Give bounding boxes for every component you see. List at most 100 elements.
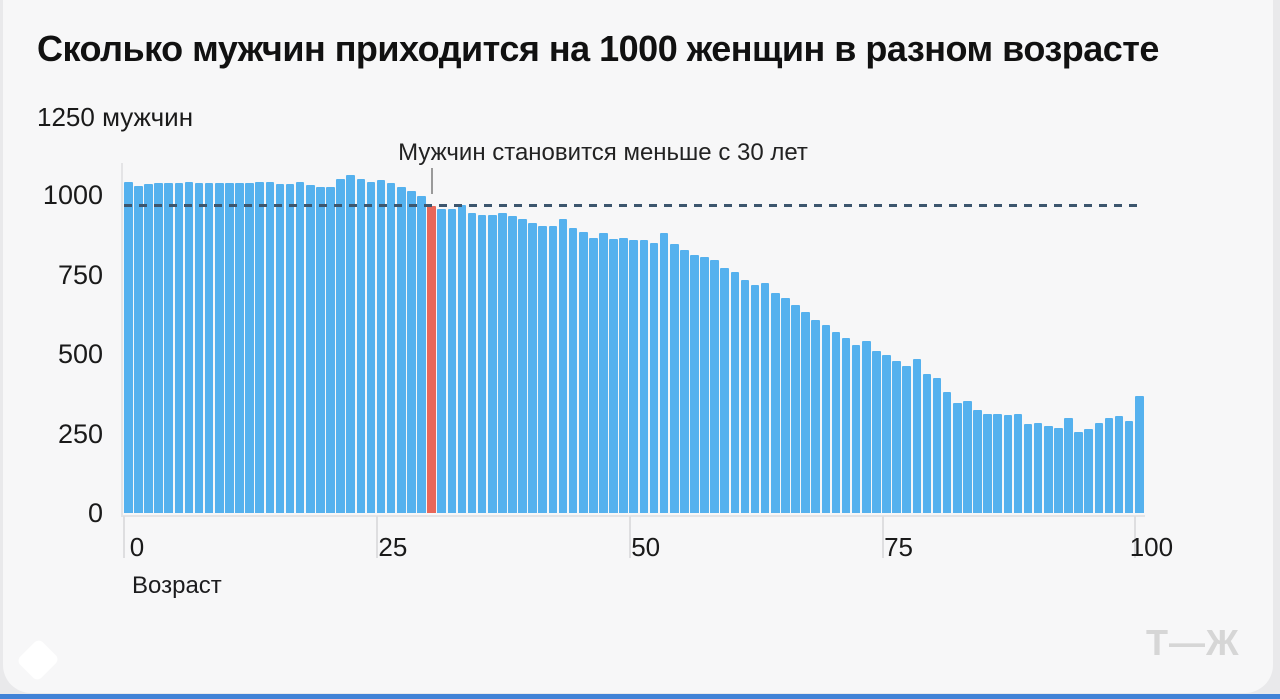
y-tick-1000: 1000 — [42, 180, 103, 210]
bar-age-80 — [932, 377, 942, 513]
bar-age-96 — [1094, 422, 1104, 513]
bar-age-15 — [275, 184, 285, 513]
bar-age-37 — [498, 213, 507, 513]
bar-series — [124, 161, 1144, 513]
bar-age-90 — [1033, 423, 1043, 513]
bar-age-23 — [356, 178, 366, 513]
bar-age-77 — [902, 366, 912, 513]
bar-age-21 — [336, 178, 345, 513]
y-axis-unit-label: 1250 мужчин — [37, 102, 194, 132]
bar-age-19 — [316, 186, 325, 513]
bar-age-3 — [154, 182, 163, 513]
bottom-progress-strip — [0, 694, 1280, 699]
bar-age-1 — [134, 186, 143, 513]
bar-age-62 — [750, 285, 760, 513]
bar-age-10 — [225, 182, 234, 513]
bar-age-72 — [851, 345, 861, 513]
bar-age-86 — [993, 414, 1002, 513]
annotation-pointer-line — [431, 168, 433, 194]
bar-age-20 — [326, 186, 335, 513]
bar-age-87 — [1003, 415, 1013, 513]
bar-age-59 — [720, 267, 730, 513]
bar-age-7 — [194, 182, 204, 513]
bar-age-32 — [447, 209, 457, 513]
bar-age-70 — [831, 331, 841, 513]
bar-age-39 — [518, 218, 527, 513]
diamond-watermark-icon — [16, 638, 60, 682]
bar-age-69 — [821, 325, 831, 513]
bar-age-31 — [437, 209, 446, 513]
bar-age-46 — [589, 237, 598, 513]
bar-age-30 — [427, 206, 436, 513]
bar-age-33 — [457, 204, 467, 513]
x-tickmark-50 — [628, 516, 631, 558]
bar-age-50 — [629, 239, 639, 513]
bar-age-65 — [781, 298, 790, 513]
bar-age-24 — [366, 182, 376, 513]
bar-age-11 — [235, 182, 244, 513]
bar-age-53 — [659, 233, 669, 513]
bar-age-2 — [144, 184, 153, 513]
x-tick-100: 100 — [1129, 532, 1174, 562]
bar-age-82 — [952, 403, 962, 513]
x-tickmark-100 — [1134, 516, 1137, 558]
bar-age-100 — [1134, 396, 1144, 513]
bar-age-34 — [467, 213, 477, 513]
bar-age-91 — [1043, 425, 1053, 513]
bar-age-61 — [740, 279, 750, 513]
bar-age-95 — [1084, 428, 1093, 513]
x-tick-50: 50 — [631, 532, 661, 562]
bar-age-14 — [265, 181, 275, 513]
x-axis-title: Возраст — [132, 572, 222, 599]
bar-age-79 — [922, 374, 932, 513]
chart-title: Сколько мужчин приходится на 1000 женщин… — [37, 28, 1159, 69]
bar-age-52 — [649, 242, 659, 513]
bar-age-67 — [801, 312, 810, 513]
bar-age-48 — [609, 238, 618, 513]
bar-age-44 — [568, 228, 578, 513]
bar-age-28 — [407, 191, 416, 513]
bar-age-5 — [174, 182, 184, 513]
bar-age-51 — [639, 239, 649, 513]
bar-age-56 — [690, 254, 699, 513]
bar-age-47 — [599, 233, 608, 513]
bar-age-45 — [578, 231, 588, 513]
bar-age-42 — [548, 225, 558, 513]
x-tick-0: 0 — [129, 532, 145, 562]
bar-age-29 — [417, 195, 426, 513]
tj-journal-logo: Т—Ж — [1146, 622, 1240, 663]
bar-age-76 — [892, 361, 901, 513]
bar-age-81 — [942, 392, 952, 513]
y-tick-0: 0 — [87, 498, 103, 528]
x-axis-line — [121, 515, 1145, 517]
bar-age-89 — [1023, 423, 1033, 513]
annotation-label: Мужчин становится меньше с 30 лет — [398, 139, 808, 166]
y-tick-750: 750 — [57, 259, 103, 290]
bar-age-0 — [124, 182, 133, 513]
bar-age-66 — [791, 305, 800, 513]
y-tick-500: 500 — [57, 339, 103, 369]
bar-age-18 — [305, 184, 315, 513]
bar-age-97 — [1104, 417, 1114, 513]
bar-age-4 — [164, 182, 174, 513]
bar-age-93 — [1064, 417, 1073, 513]
bar-age-98 — [1114, 416, 1124, 513]
bar-age-68 — [811, 320, 821, 513]
y-axis-line — [121, 163, 123, 515]
bar-age-60 — [730, 272, 740, 513]
bar-age-49 — [619, 237, 628, 513]
reference-dashed-line — [124, 204, 1143, 208]
bar-age-38 — [508, 216, 517, 513]
bar-age-16 — [285, 184, 295, 513]
bar-age-54 — [669, 244, 679, 513]
x-tick-75: 75 — [884, 532, 914, 562]
bar-age-83 — [963, 401, 972, 513]
bar-age-26 — [386, 182, 396, 513]
bar-age-71 — [841, 338, 851, 513]
bar-age-63 — [760, 283, 770, 513]
bar-age-84 — [973, 410, 982, 513]
bar-age-12 — [245, 182, 254, 513]
x-tickmark-75 — [881, 516, 884, 558]
bar-age-88 — [1013, 414, 1023, 513]
bar-age-41 — [538, 225, 548, 513]
